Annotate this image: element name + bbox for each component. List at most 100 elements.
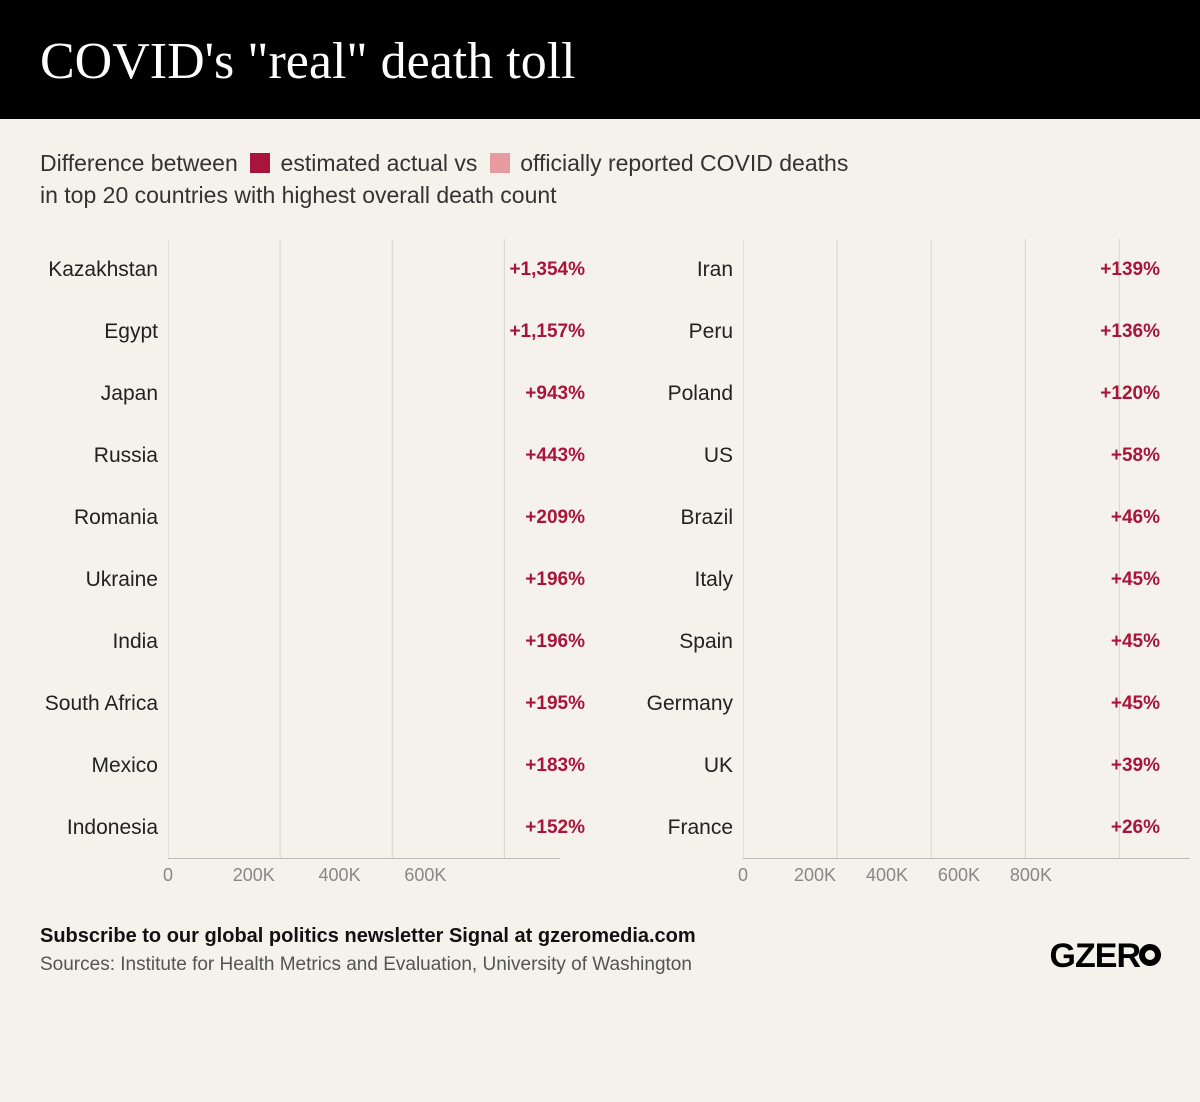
country-label: Russia bbox=[40, 444, 168, 468]
x-tick: 400K bbox=[319, 865, 361, 886]
page-title: COVID's "real" death toll bbox=[40, 32, 1160, 91]
pct-label: +120% bbox=[1100, 383, 1160, 405]
footer-text: Subscribe to our global politics newslet… bbox=[40, 925, 696, 976]
x-tick: 400K bbox=[866, 865, 908, 886]
x-tick: 200K bbox=[794, 865, 836, 886]
country-label: France bbox=[615, 816, 743, 840]
pct-label: +136% bbox=[1100, 321, 1160, 343]
x-axis: 0200K400K600K800K bbox=[743, 859, 1160, 885]
x-tick: 200K bbox=[233, 865, 275, 886]
country-label: Romania bbox=[40, 506, 168, 530]
bar-track: +45% bbox=[743, 549, 1160, 611]
legend-reported-label: officially reported COVID deaths bbox=[520, 150, 848, 176]
pct-label: +39% bbox=[1111, 755, 1160, 777]
bar-row: Germany +45% bbox=[615, 673, 1160, 735]
subtitle-legend: Difference between estimated actual vs o… bbox=[0, 119, 1200, 221]
subtitle-post: in top 20 countries with highest overall… bbox=[40, 182, 557, 208]
country-label: Spain bbox=[615, 630, 743, 654]
pct-label: +943% bbox=[525, 383, 585, 405]
country-label: Kazakhstan bbox=[40, 258, 168, 282]
x-tick: 600K bbox=[404, 865, 446, 886]
bar-track: +45% bbox=[743, 611, 1160, 673]
subtitle-pre: Difference between bbox=[40, 150, 238, 176]
bar-row: US +58% bbox=[615, 425, 1160, 487]
country-label: India bbox=[40, 630, 168, 654]
bar-track: +26% bbox=[743, 797, 1160, 859]
pct-label: +139% bbox=[1100, 259, 1160, 281]
legend-swatch-estimated bbox=[250, 153, 270, 173]
bar-track: +1,157% bbox=[168, 301, 585, 363]
sources-text: Sources: Institute for Health Metrics an… bbox=[40, 954, 696, 976]
bar-track: +46% bbox=[743, 487, 1160, 549]
logo-o-icon bbox=[1139, 944, 1161, 966]
x-tick: 600K bbox=[938, 865, 980, 886]
country-label: Poland bbox=[615, 382, 743, 406]
country-label: UK bbox=[615, 754, 743, 778]
bar-row: Japan +943% bbox=[40, 363, 585, 425]
pct-label: +152% bbox=[525, 817, 585, 839]
logo-text: GZER bbox=[1050, 937, 1140, 975]
pct-label: +1,157% bbox=[509, 321, 585, 343]
pct-label: +209% bbox=[525, 507, 585, 529]
header: COVID's "real" death toll bbox=[0, 0, 1200, 119]
bar-track: +58% bbox=[743, 425, 1160, 487]
pct-label: +195% bbox=[525, 693, 585, 715]
bar-track: +209% bbox=[168, 487, 585, 549]
country-label: South Africa bbox=[40, 692, 168, 716]
country-label: Germany bbox=[615, 692, 743, 716]
bar-track: +1,354% bbox=[168, 239, 585, 301]
bar-track: +195% bbox=[168, 673, 585, 735]
country-label: Japan bbox=[40, 382, 168, 406]
x-tick: 0 bbox=[163, 865, 173, 886]
country-label: Iran bbox=[615, 258, 743, 282]
bar-track: +943% bbox=[168, 363, 585, 425]
bar-track: +139% bbox=[743, 239, 1160, 301]
gzero-logo: GZER bbox=[1050, 937, 1160, 976]
pct-label: +45% bbox=[1111, 569, 1160, 591]
bar-track: +196% bbox=[168, 611, 585, 673]
bar-track: +152% bbox=[168, 797, 585, 859]
country-label: Indonesia bbox=[40, 816, 168, 840]
bar-row: UK +39% bbox=[615, 735, 1160, 797]
country-label: Mexico bbox=[40, 754, 168, 778]
bar-row: Brazil+46% bbox=[615, 487, 1160, 549]
footer: Subscribe to our global politics newslet… bbox=[0, 895, 1200, 1006]
country-label: Brazil bbox=[615, 506, 743, 530]
bar-track: +120% bbox=[743, 363, 1160, 425]
subscribe-text: Subscribe to our global politics newslet… bbox=[40, 925, 696, 948]
bar-row: Ukraine+196% bbox=[40, 549, 585, 611]
chart-right-area: Iran +139% Peru+136% Poland +120% US +58% Brazi… bbox=[615, 239, 1160, 885]
bar-track: +45% bbox=[743, 673, 1160, 735]
bar-row: Peru+136% bbox=[615, 301, 1160, 363]
pct-label: +45% bbox=[1111, 693, 1160, 715]
bar-row: Spain +45% bbox=[615, 611, 1160, 673]
country-label: Egypt bbox=[40, 320, 168, 344]
pct-label: +183% bbox=[525, 755, 585, 777]
country-label: US bbox=[615, 444, 743, 468]
x-axis: 0200K400K600K bbox=[168, 859, 585, 885]
charts-row: Kazakhstan+1,354%Egypt+1,157%Japan+943%R… bbox=[0, 221, 1200, 895]
legend-swatch-reported bbox=[490, 153, 510, 173]
legend-estimated-label: estimated actual vs bbox=[281, 150, 478, 176]
bar-track: +183% bbox=[168, 735, 585, 797]
pct-label: +45% bbox=[1111, 631, 1160, 653]
x-tick: 0 bbox=[738, 865, 748, 886]
bar-row: France+26% bbox=[615, 797, 1160, 859]
bar-row: Kazakhstan+1,354% bbox=[40, 239, 585, 301]
bar-row: Romania +209% bbox=[40, 487, 585, 549]
x-tick: 800K bbox=[1010, 865, 1052, 886]
infographic-container: COVID's "real" death toll Difference bet… bbox=[0, 0, 1200, 1006]
bar-row: Iran +139% bbox=[615, 239, 1160, 301]
bar-row: Egypt +1,157% bbox=[40, 301, 585, 363]
country-label: Italy bbox=[615, 568, 743, 592]
chart-left-area: Kazakhstan+1,354%Egypt+1,157%Japan+943%R… bbox=[40, 239, 585, 885]
bar-row: Russia+443% bbox=[40, 425, 585, 487]
bar-track: +443% bbox=[168, 425, 585, 487]
bar-row: Italy +45% bbox=[615, 549, 1160, 611]
bar-track: +39% bbox=[743, 735, 1160, 797]
bar-track: +196% bbox=[168, 549, 585, 611]
pct-label: +58% bbox=[1111, 445, 1160, 467]
bar-row: Poland +120% bbox=[615, 363, 1160, 425]
bar-row: India+196% bbox=[40, 611, 585, 673]
country-label: Ukraine bbox=[40, 568, 168, 592]
